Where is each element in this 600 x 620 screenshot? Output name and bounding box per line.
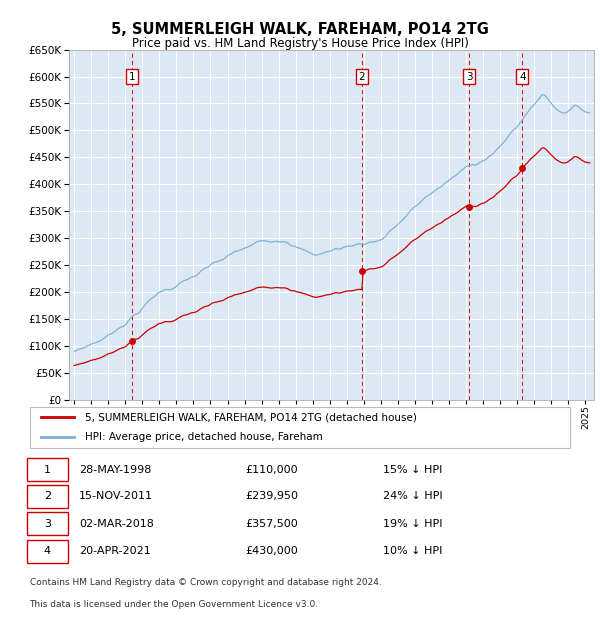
Text: 5, SUMMERLEIGH WALK, FAREHAM, PO14 2TG (detached house): 5, SUMMERLEIGH WALK, FAREHAM, PO14 2TG (…: [85, 412, 416, 422]
Text: 02-MAR-2018: 02-MAR-2018: [79, 519, 154, 529]
FancyBboxPatch shape: [27, 540, 68, 563]
Text: This data is licensed under the Open Government Licence v3.0.: This data is licensed under the Open Gov…: [29, 600, 319, 609]
FancyBboxPatch shape: [27, 458, 68, 481]
Text: 10% ↓ HPI: 10% ↓ HPI: [383, 546, 442, 556]
Text: 15% ↓ HPI: 15% ↓ HPI: [383, 465, 442, 475]
FancyBboxPatch shape: [27, 512, 68, 535]
Text: 3: 3: [44, 519, 51, 529]
Text: 15-NOV-2011: 15-NOV-2011: [79, 491, 153, 501]
Text: 1: 1: [129, 71, 136, 82]
Text: £430,000: £430,000: [245, 546, 298, 556]
Text: Price paid vs. HM Land Registry's House Price Index (HPI): Price paid vs. HM Land Registry's House …: [131, 37, 469, 50]
Text: 28-MAY-1998: 28-MAY-1998: [79, 465, 152, 475]
FancyBboxPatch shape: [27, 485, 68, 508]
Text: 4: 4: [44, 546, 51, 556]
Text: HPI: Average price, detached house, Fareham: HPI: Average price, detached house, Fare…: [85, 432, 322, 442]
Text: 4: 4: [519, 71, 526, 82]
Text: 1: 1: [44, 465, 51, 475]
Text: 2: 2: [359, 71, 365, 82]
Text: 24% ↓ HPI: 24% ↓ HPI: [383, 491, 442, 501]
FancyBboxPatch shape: [29, 407, 571, 448]
Text: 3: 3: [466, 71, 472, 82]
Text: £357,500: £357,500: [245, 519, 298, 529]
Text: 20-APR-2021: 20-APR-2021: [79, 546, 151, 556]
Text: 2: 2: [44, 491, 51, 501]
Text: £110,000: £110,000: [245, 465, 298, 475]
Text: Contains HM Land Registry data © Crown copyright and database right 2024.: Contains HM Land Registry data © Crown c…: [29, 578, 381, 587]
Text: £239,950: £239,950: [245, 491, 298, 501]
Text: 19% ↓ HPI: 19% ↓ HPI: [383, 519, 442, 529]
Text: 5, SUMMERLEIGH WALK, FAREHAM, PO14 2TG: 5, SUMMERLEIGH WALK, FAREHAM, PO14 2TG: [111, 22, 489, 37]
